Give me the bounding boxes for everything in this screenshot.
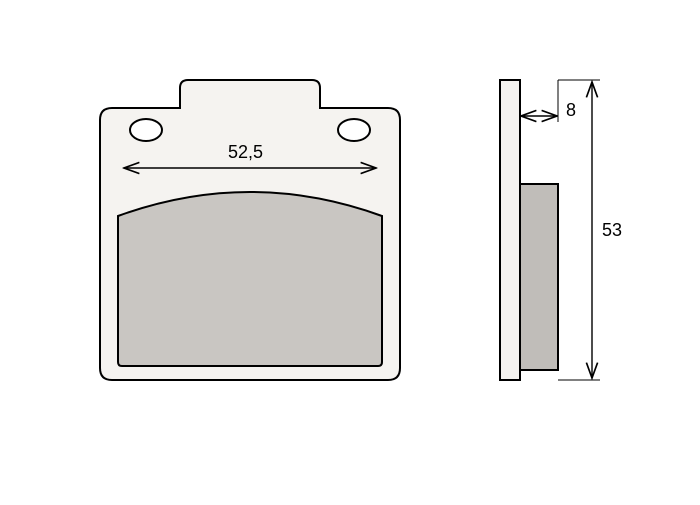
dim-width-label: 52,5 <box>228 142 263 163</box>
technical-svg <box>0 0 700 500</box>
mount-hole-left <box>130 119 162 141</box>
dim-height-label: 53 <box>602 220 622 241</box>
mount-hole-right <box>338 119 370 141</box>
side-friction-pad <box>520 184 558 370</box>
front-friction-pad <box>118 192 382 366</box>
side-backplate <box>500 80 520 380</box>
drawing-canvas: 52,5 53 8 <box>0 0 700 500</box>
dim-thickness-label: 8 <box>566 100 576 121</box>
